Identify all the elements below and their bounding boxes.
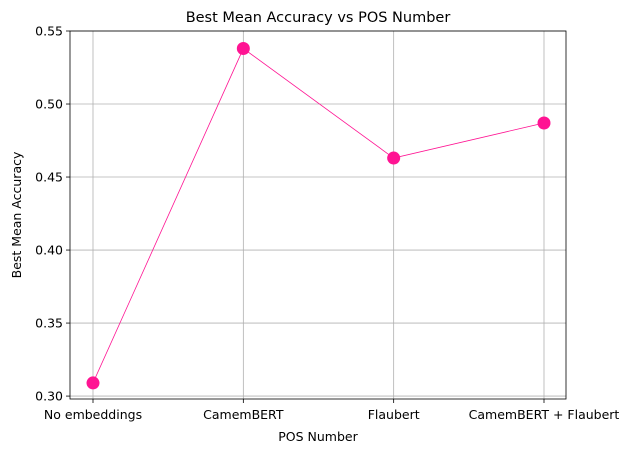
y-tick-label: 0.45	[35, 170, 63, 185]
x-tick-label: CamemBERT + Flaubert	[469, 407, 620, 422]
x-tick-label: Flaubert	[368, 407, 420, 422]
data-point	[86, 376, 100, 390]
data-point	[537, 116, 551, 130]
series-layer	[86, 42, 551, 390]
y-tick-label: 0.50	[35, 97, 63, 112]
ticks: No embeddings CamemBERT Flaubert CamemBERT …	[35, 24, 619, 423]
y-tick-label: 0.30	[35, 389, 63, 404]
data-point	[236, 42, 250, 56]
x-tick-label: CamemBERT	[203, 407, 284, 422]
plot-frame	[69, 30, 567, 400]
chart-title: Best Mean Accuracy vs POS Number	[186, 10, 451, 26]
x-axis-label: POS Number	[278, 429, 358, 444]
grid	[70, 30, 566, 399]
y-tick-label: 0.55	[35, 24, 63, 39]
y-axis-label: Best Mean Accuracy	[9, 151, 24, 278]
series-line	[92, 47, 545, 384]
y-tick-label: 0.40	[35, 243, 63, 258]
y-tick-label: 0.35	[35, 316, 63, 331]
data-point	[387, 151, 401, 165]
x-tick-label: No embeddings	[44, 407, 142, 422]
